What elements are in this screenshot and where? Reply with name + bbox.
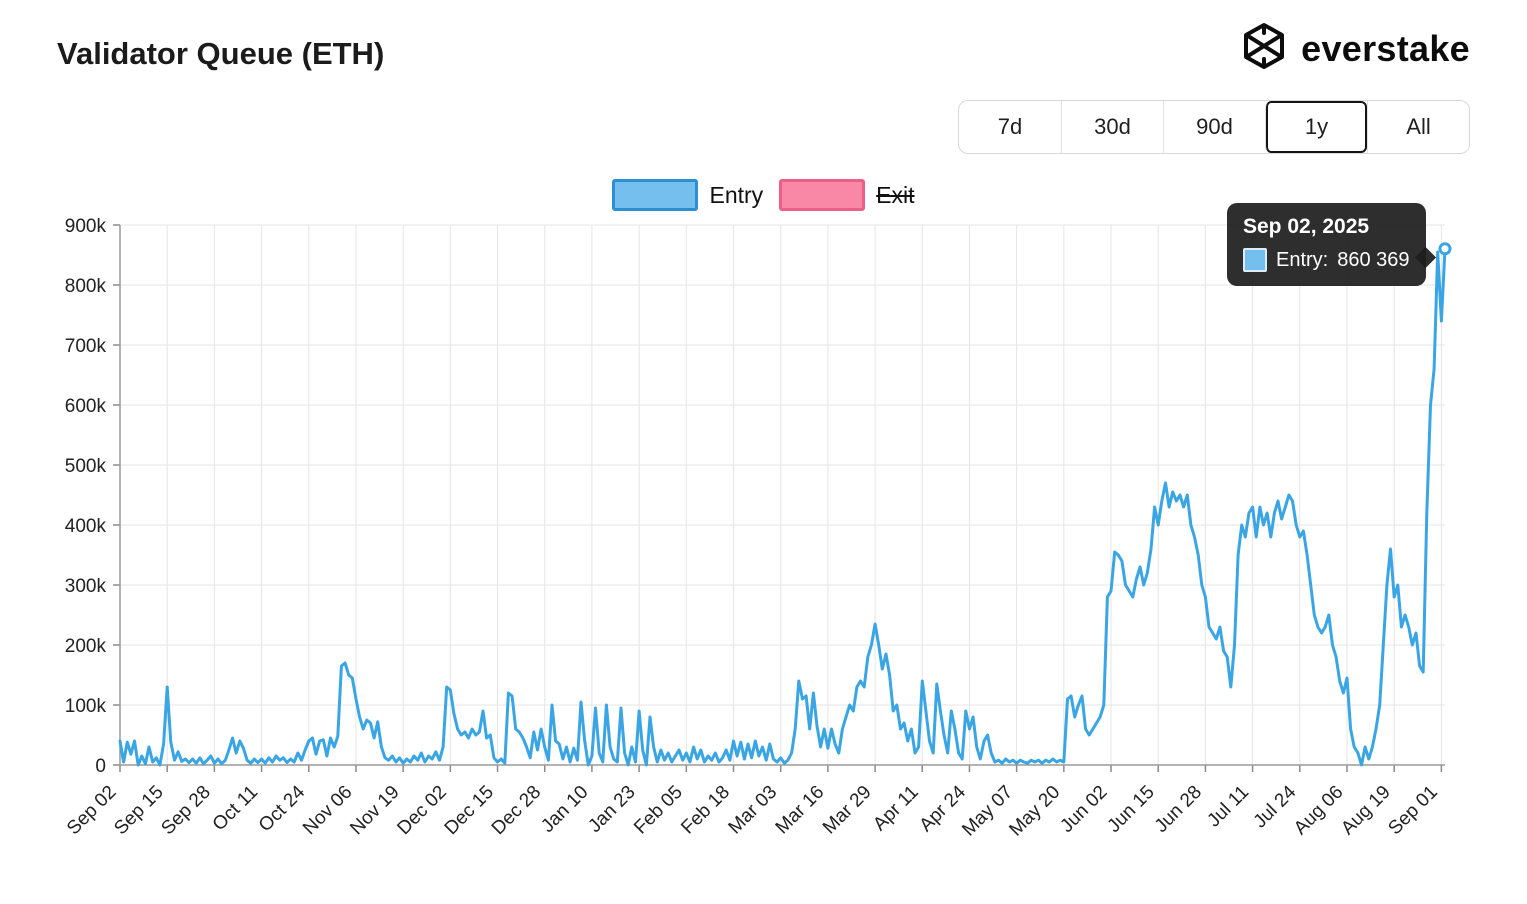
x-axis-label: Mar 16: [772, 782, 829, 839]
x-axis-label: Sep 15: [110, 782, 167, 839]
y-axis-label: 0: [95, 756, 106, 777]
x-axis-label: Jun 02: [1056, 782, 1111, 837]
y-axis-label: 900k: [65, 216, 107, 237]
x-axis-label: Jun 28: [1151, 782, 1206, 837]
tooltip-value: 860 369: [1337, 248, 1410, 271]
x-axis-label: Mar 03: [725, 782, 782, 839]
range-button-30d[interactable]: 30d: [1061, 101, 1163, 153]
legend-item-exit[interactable]: Exit: [779, 179, 915, 211]
x-axis-label: Feb 18: [677, 782, 734, 839]
tooltip-series-label: Entry:: [1276, 248, 1329, 271]
x-axis-label: Apr 11: [869, 782, 922, 835]
y-axis-label: 600k: [65, 396, 107, 417]
x-axis-label: Feb 05: [630, 782, 687, 839]
y-axis-label: 800k: [65, 276, 107, 297]
x-axis-label: Oct 11: [209, 782, 262, 835]
x-axis-label: Nov 06: [299, 782, 356, 839]
x-axis-label: Jun 15: [1104, 782, 1159, 837]
x-axis-label: Aug 06: [1290, 782, 1347, 839]
x-axis-label: May 07: [958, 782, 1017, 841]
x-axis-label: Sep 02: [63, 782, 120, 839]
x-axis-label: Mar 29: [819, 782, 876, 839]
x-axis-label: Sep 28: [157, 782, 214, 839]
tooltip-date: Sep 02, 2025: [1243, 215, 1370, 238]
brand-wordmark: everstake: [1301, 27, 1470, 69]
tooltip-entry-swatch-icon: [1243, 248, 1267, 272]
x-axis-label: Sep 01: [1384, 782, 1441, 839]
range-selector: 7d 30d 90d 1y All: [958, 100, 1470, 154]
brand-logo[interactable]: everstake: [1240, 22, 1470, 75]
x-axis-label: Jul 11: [1203, 782, 1253, 832]
range-button-1y[interactable]: 1y: [1265, 101, 1367, 153]
x-axis-label: Nov 19: [346, 782, 403, 839]
y-axis-label: 100k: [65, 696, 107, 717]
x-axis-label: Dec 15: [441, 782, 498, 839]
y-axis-label: 700k: [65, 336, 107, 357]
range-button-90d[interactable]: 90d: [1163, 101, 1265, 153]
x-axis-label: Jan 10: [537, 782, 592, 837]
legend-item-entry[interactable]: Entry: [612, 179, 763, 211]
chart-tooltip: Sep 02, 2025 Entry: 860 369: [1227, 203, 1436, 286]
y-axis-label: 400k: [65, 516, 107, 537]
x-axis-label: May 20: [1005, 782, 1064, 841]
y-axis-label: 200k: [65, 636, 107, 657]
x-axis-label: Dec 02: [393, 782, 450, 839]
legend-exit-label: Exit: [876, 181, 915, 208]
everstake-logo-icon: [1240, 22, 1288, 75]
entry-series-line[interactable]: [118, 247, 1447, 767]
range-button-all[interactable]: All: [1367, 101, 1469, 153]
validator-queue-chart[interactable]: 0 100k 200k 300k 400k 500k 600k 700k 800k 900k Sep…: [30, 212, 1480, 897]
exit-swatch-icon: [779, 179, 866, 211]
tooltip-row: Entry: 860 369: [1243, 248, 1410, 272]
x-axis-label: Dec 28: [488, 782, 545, 839]
x-axis-label: Aug 19: [1337, 782, 1394, 839]
chart-legend: Entry Exit: [0, 179, 1527, 211]
range-button-7d[interactable]: 7d: [959, 101, 1061, 153]
x-axis-label: Jan 23: [584, 782, 639, 837]
last-point-marker: [1438, 242, 1452, 256]
y-axis-label: 500k: [65, 456, 107, 477]
y-axis-label: 300k: [65, 576, 107, 597]
page-title: Validator Queue (ETH): [57, 36, 385, 71]
entry-swatch-icon: [612, 179, 699, 211]
legend-entry-label: Entry: [709, 181, 764, 208]
